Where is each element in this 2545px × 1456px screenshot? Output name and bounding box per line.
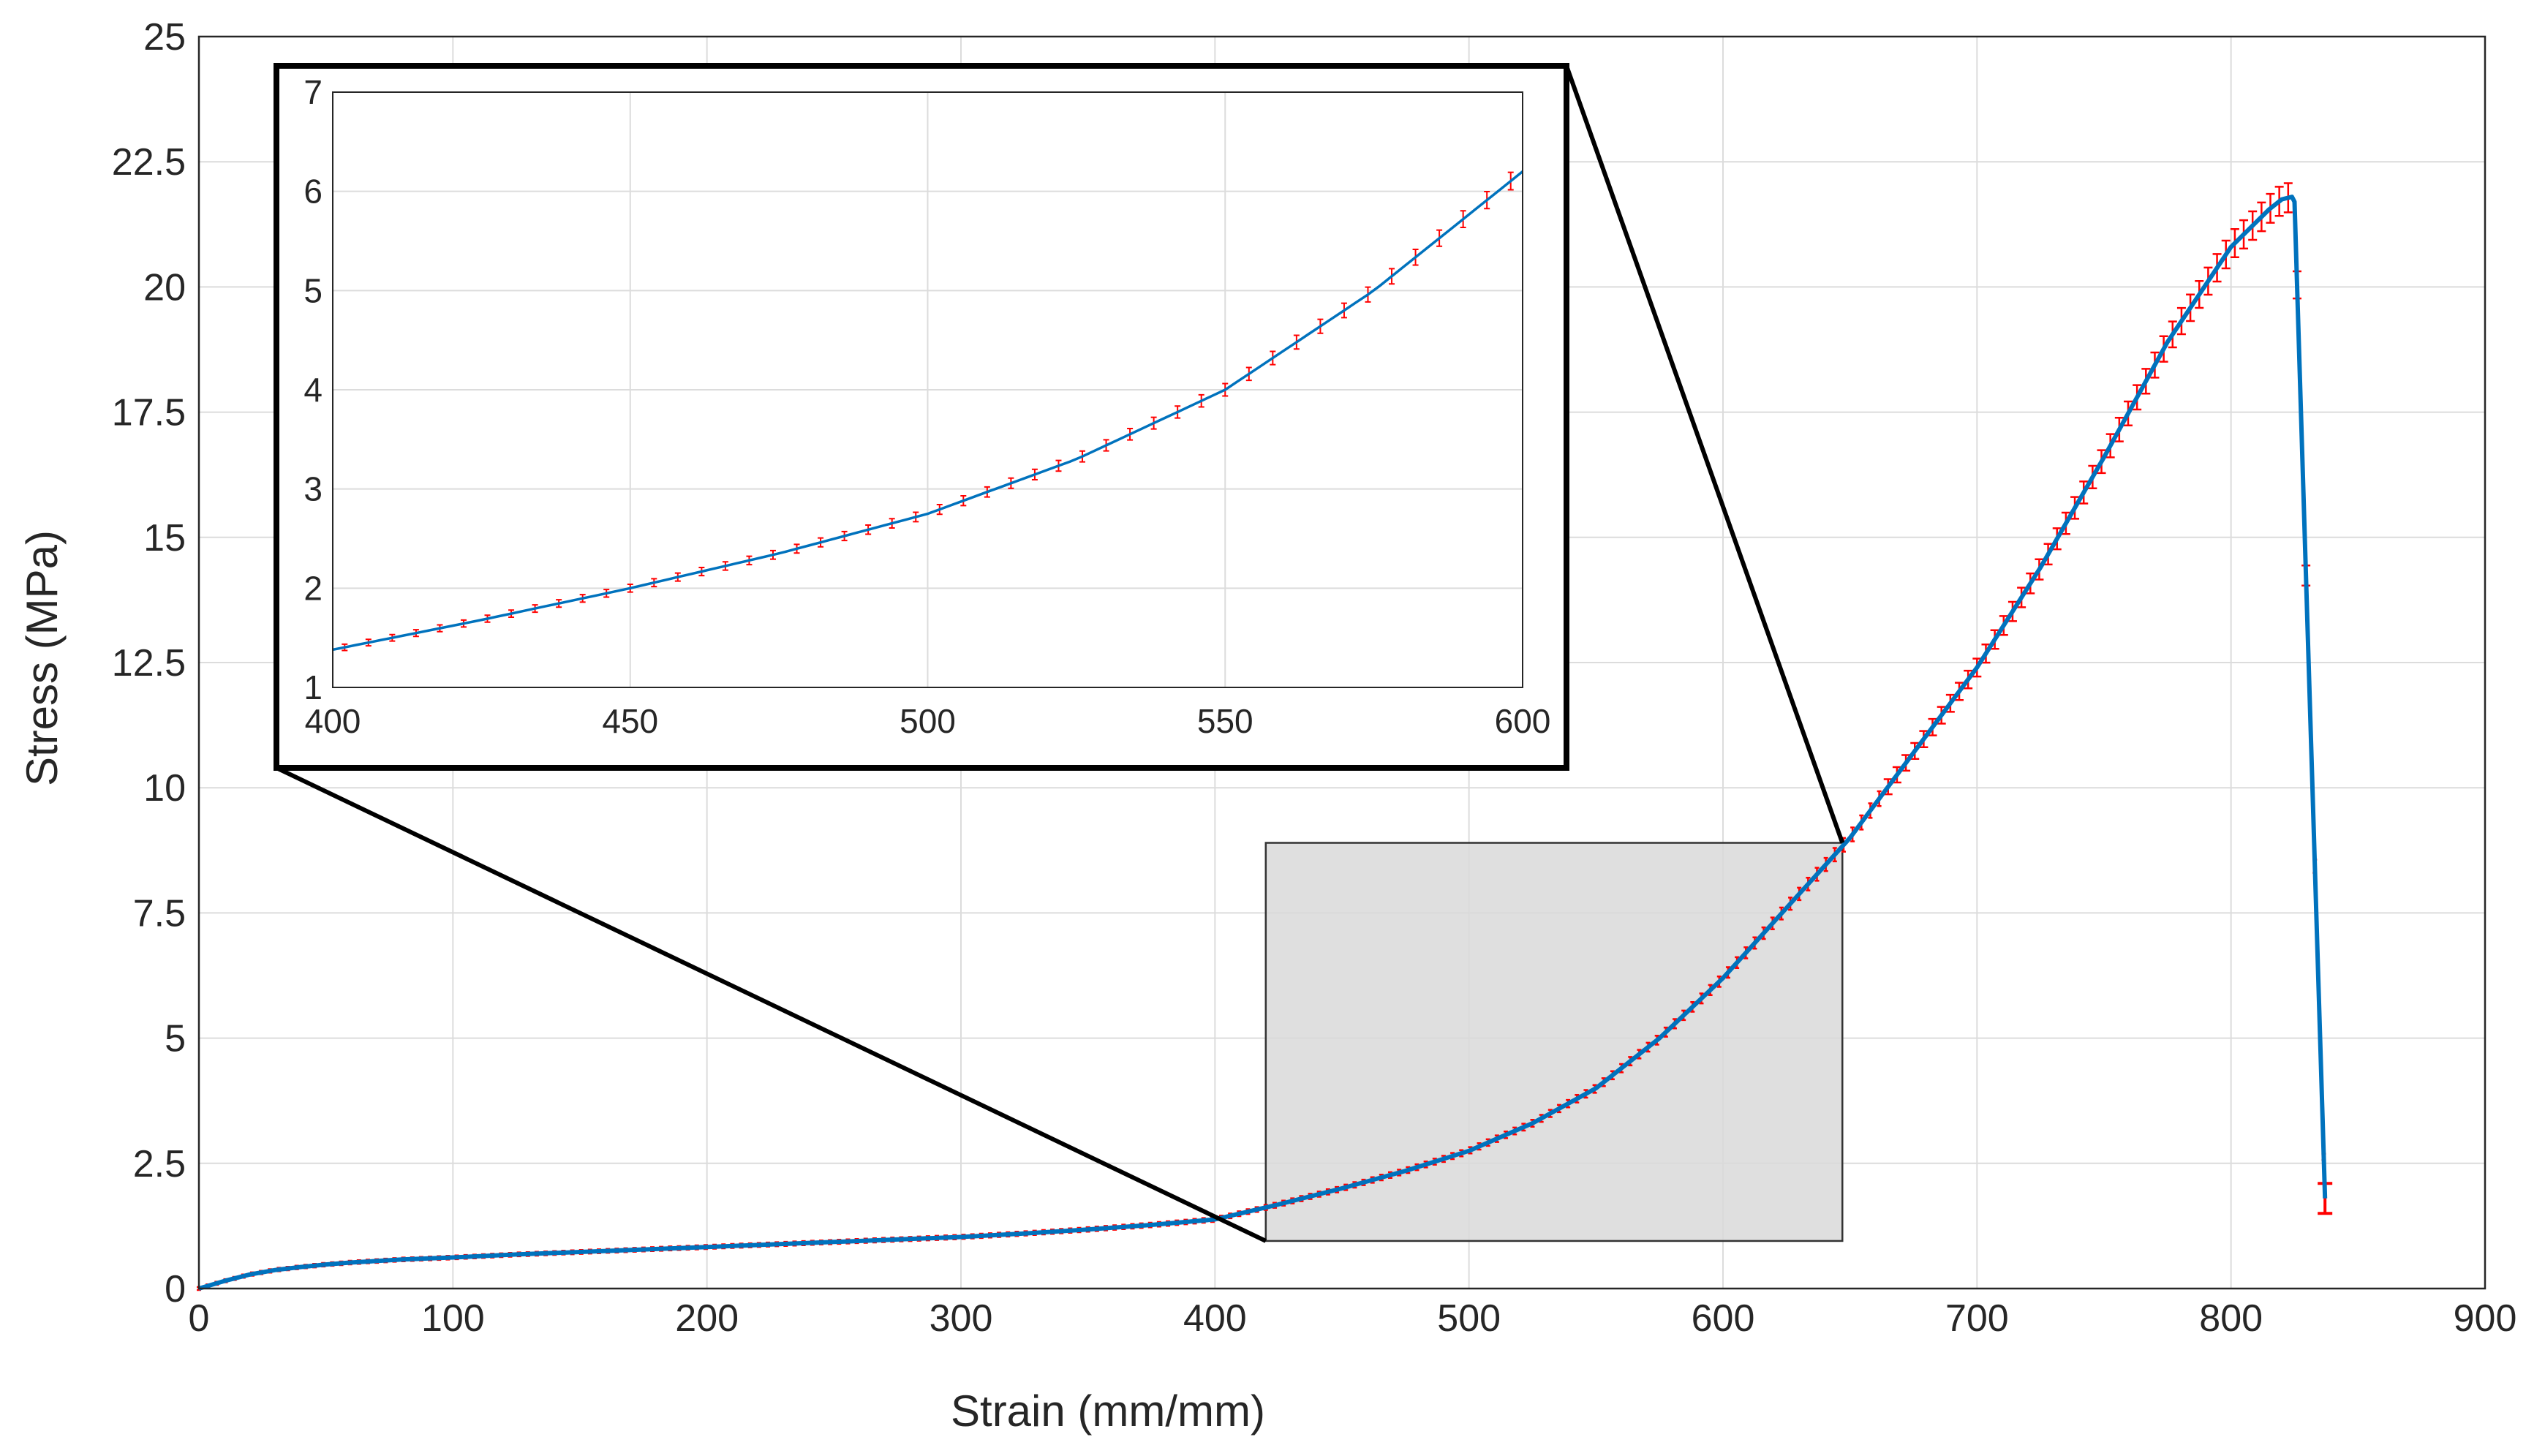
x-axis-title: Strain (mm/mm): [951, 1387, 1265, 1436]
inset-x-tick-label: 500: [900, 702, 956, 740]
x-tick-label: 600: [1692, 1297, 1755, 1340]
inset-y-tick-label: 7: [303, 73, 323, 111]
y-tick-label: 7.5: [133, 892, 186, 935]
inset-x-tick-label: 450: [602, 702, 658, 740]
connector-line: [275, 766, 1267, 1243]
y-tick-label: 12.5: [112, 642, 186, 684]
x-tick-label: 100: [421, 1297, 485, 1340]
x-tick-label: 900: [2454, 1297, 2517, 1340]
main-tick-labels: 0 100 200 300 400 500 600 700 800 90002.557.51012…: [112, 16, 2517, 1340]
inset-y-tick-label: 4: [303, 371, 323, 409]
inset-y-tick-label: 3: [303, 470, 323, 508]
inset-y-tick-label: 5: [303, 271, 323, 309]
zoom-region: [1264, 842, 1844, 1242]
y-tick-label: 10: [143, 767, 186, 810]
inset-x-tick-label: 550: [1197, 702, 1253, 740]
inset-outer-box: [274, 63, 1569, 771]
main-series: [197, 182, 2333, 1291]
zoom-rectangle: [1264, 842, 1844, 1242]
x-tick-label: 0: [189, 1297, 210, 1340]
y-tick-label: 17.5: [112, 392, 186, 434]
x-tick-label: 300: [930, 1297, 993, 1340]
y-axis-title: Stress (MPa): [18, 530, 67, 786]
y-tick-label: 0: [165, 1268, 186, 1310]
x-tick-label: 800: [2199, 1297, 2263, 1340]
x-tick-label: 700: [1945, 1297, 2009, 1340]
x-tick-label: 400: [1183, 1297, 1247, 1340]
connector-line: [1564, 64, 1845, 844]
main-axes-frame: [197, 35, 2486, 1290]
inset-plot-frame: [332, 91, 1523, 688]
series-line: [198, 195, 2328, 1291]
zoom-connector-lines: [275, 64, 1845, 1243]
y-tick-label: 22.5: [112, 141, 186, 184]
inset-series-line: [332, 170, 1524, 652]
inset-y-tick-label: 1: [303, 668, 323, 706]
x-tick-label: 500: [1437, 1297, 1501, 1340]
inset-x-tick-label: 400: [305, 702, 361, 740]
plot-frame: [197, 35, 2486, 1290]
inset-chart: 400 450 500 550 600 1 2 3 4 5 6 7: [274, 63, 1569, 771]
y-tick-label: 5: [165, 1018, 186, 1060]
inset-y-tick-label: 6: [303, 173, 323, 211]
y-tick-label: 20: [143, 266, 186, 309]
inset-x-tick-label: 600: [1495, 702, 1551, 740]
x-tick-label: 200: [675, 1297, 739, 1340]
y-tick-label: 25: [143, 16, 186, 59]
inset-y-tick-label: 2: [303, 569, 323, 607]
y-tick-label: 15: [143, 517, 186, 559]
y-tick-label: 2.5: [133, 1143, 186, 1185]
